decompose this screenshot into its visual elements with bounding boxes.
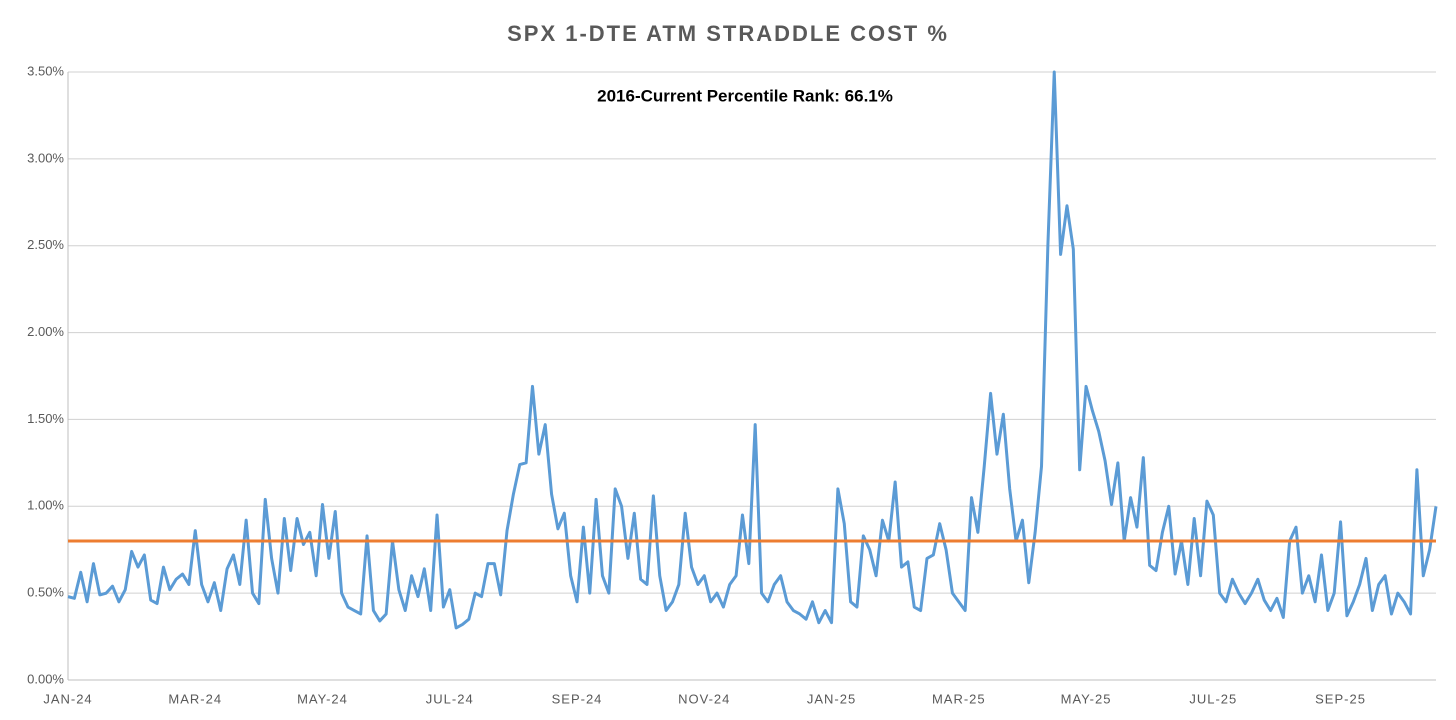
- x-tick-label: MAY-24: [297, 691, 348, 706]
- x-tick-label: JAN-24: [43, 691, 92, 706]
- y-tick-label: 1.00%: [27, 498, 64, 513]
- y-tick-label: 1.50%: [27, 411, 64, 426]
- x-tick-label: JUL-25: [1189, 691, 1237, 706]
- y-tick-label: 0.50%: [27, 585, 64, 600]
- annotation: 2016-Current Percentile Rank: 66.1%: [597, 86, 893, 105]
- series-line: [67, 70, 1438, 630]
- x-tick-label: MAR-25: [932, 691, 986, 706]
- x-tick-label: MAY-25: [1061, 691, 1112, 706]
- x-tick-label: NOV-24: [678, 691, 730, 706]
- x-tick-label: JUL-24: [426, 691, 474, 706]
- y-tick-label: 2.50%: [27, 237, 64, 252]
- x-tick-label: MAR-24: [168, 691, 222, 706]
- y-tick-label: 3.50%: [27, 63, 64, 78]
- x-tick-label: SEP-25: [1315, 691, 1366, 706]
- x-tick-label: JAN-25: [807, 691, 856, 706]
- chart-title: SPX 1-DTE ATM STRADDLE COST %: [507, 21, 949, 46]
- y-tick-label: 0.00%: [27, 671, 64, 686]
- y-tick-label: 3.00%: [27, 150, 64, 165]
- y-tick-label: 2.00%: [27, 324, 64, 339]
- x-tick-label: SEP-24: [552, 691, 603, 706]
